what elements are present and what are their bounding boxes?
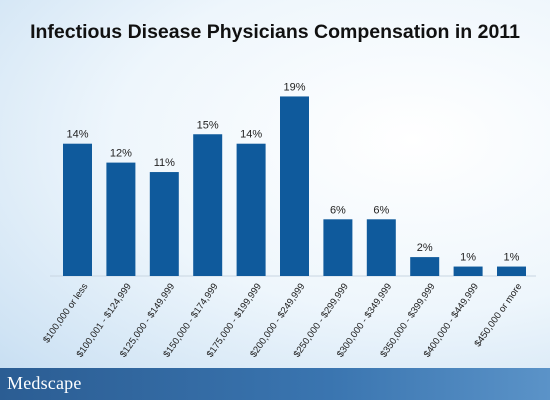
bar-2 — [149, 172, 179, 276]
bar-value-label-5: 19% — [283, 81, 305, 93]
bar-3 — [193, 134, 223, 276]
bar-value-label-8: 2% — [417, 242, 433, 254]
bar-10 — [497, 266, 526, 276]
bar-0 — [63, 143, 92, 276]
category-label-0: $100,000 or less — [41, 281, 90, 345]
footer-bar: Medscape — [0, 368, 550, 400]
bar-7 — [366, 219, 396, 276]
bar-value-label-7: 6% — [373, 204, 389, 216]
bar-value-label-0: 14% — [66, 129, 88, 141]
bar-value-label-4: 14% — [240, 129, 262, 141]
bar-5 — [280, 96, 309, 276]
bar-1 — [106, 162, 136, 276]
bar-value-label-3: 15% — [197, 119, 219, 131]
category-label-10: $450,000 or more — [472, 281, 524, 349]
bar-8 — [410, 257, 440, 276]
bar-value-label-6: 6% — [330, 204, 346, 216]
bar-4 — [236, 143, 266, 276]
bar-9 — [453, 266, 483, 276]
chart-title: Infectious Disease Physicians Compensati… — [30, 21, 520, 43]
bar-value-label-10: 1% — [504, 252, 520, 264]
bar-value-label-2: 11% — [154, 157, 175, 169]
bar-6 — [323, 219, 353, 276]
bar-value-label-1: 12% — [110, 148, 132, 160]
bar-value-label-9: 1% — [460, 252, 476, 264]
medscape-logo: Medscape — [7, 373, 82, 393]
